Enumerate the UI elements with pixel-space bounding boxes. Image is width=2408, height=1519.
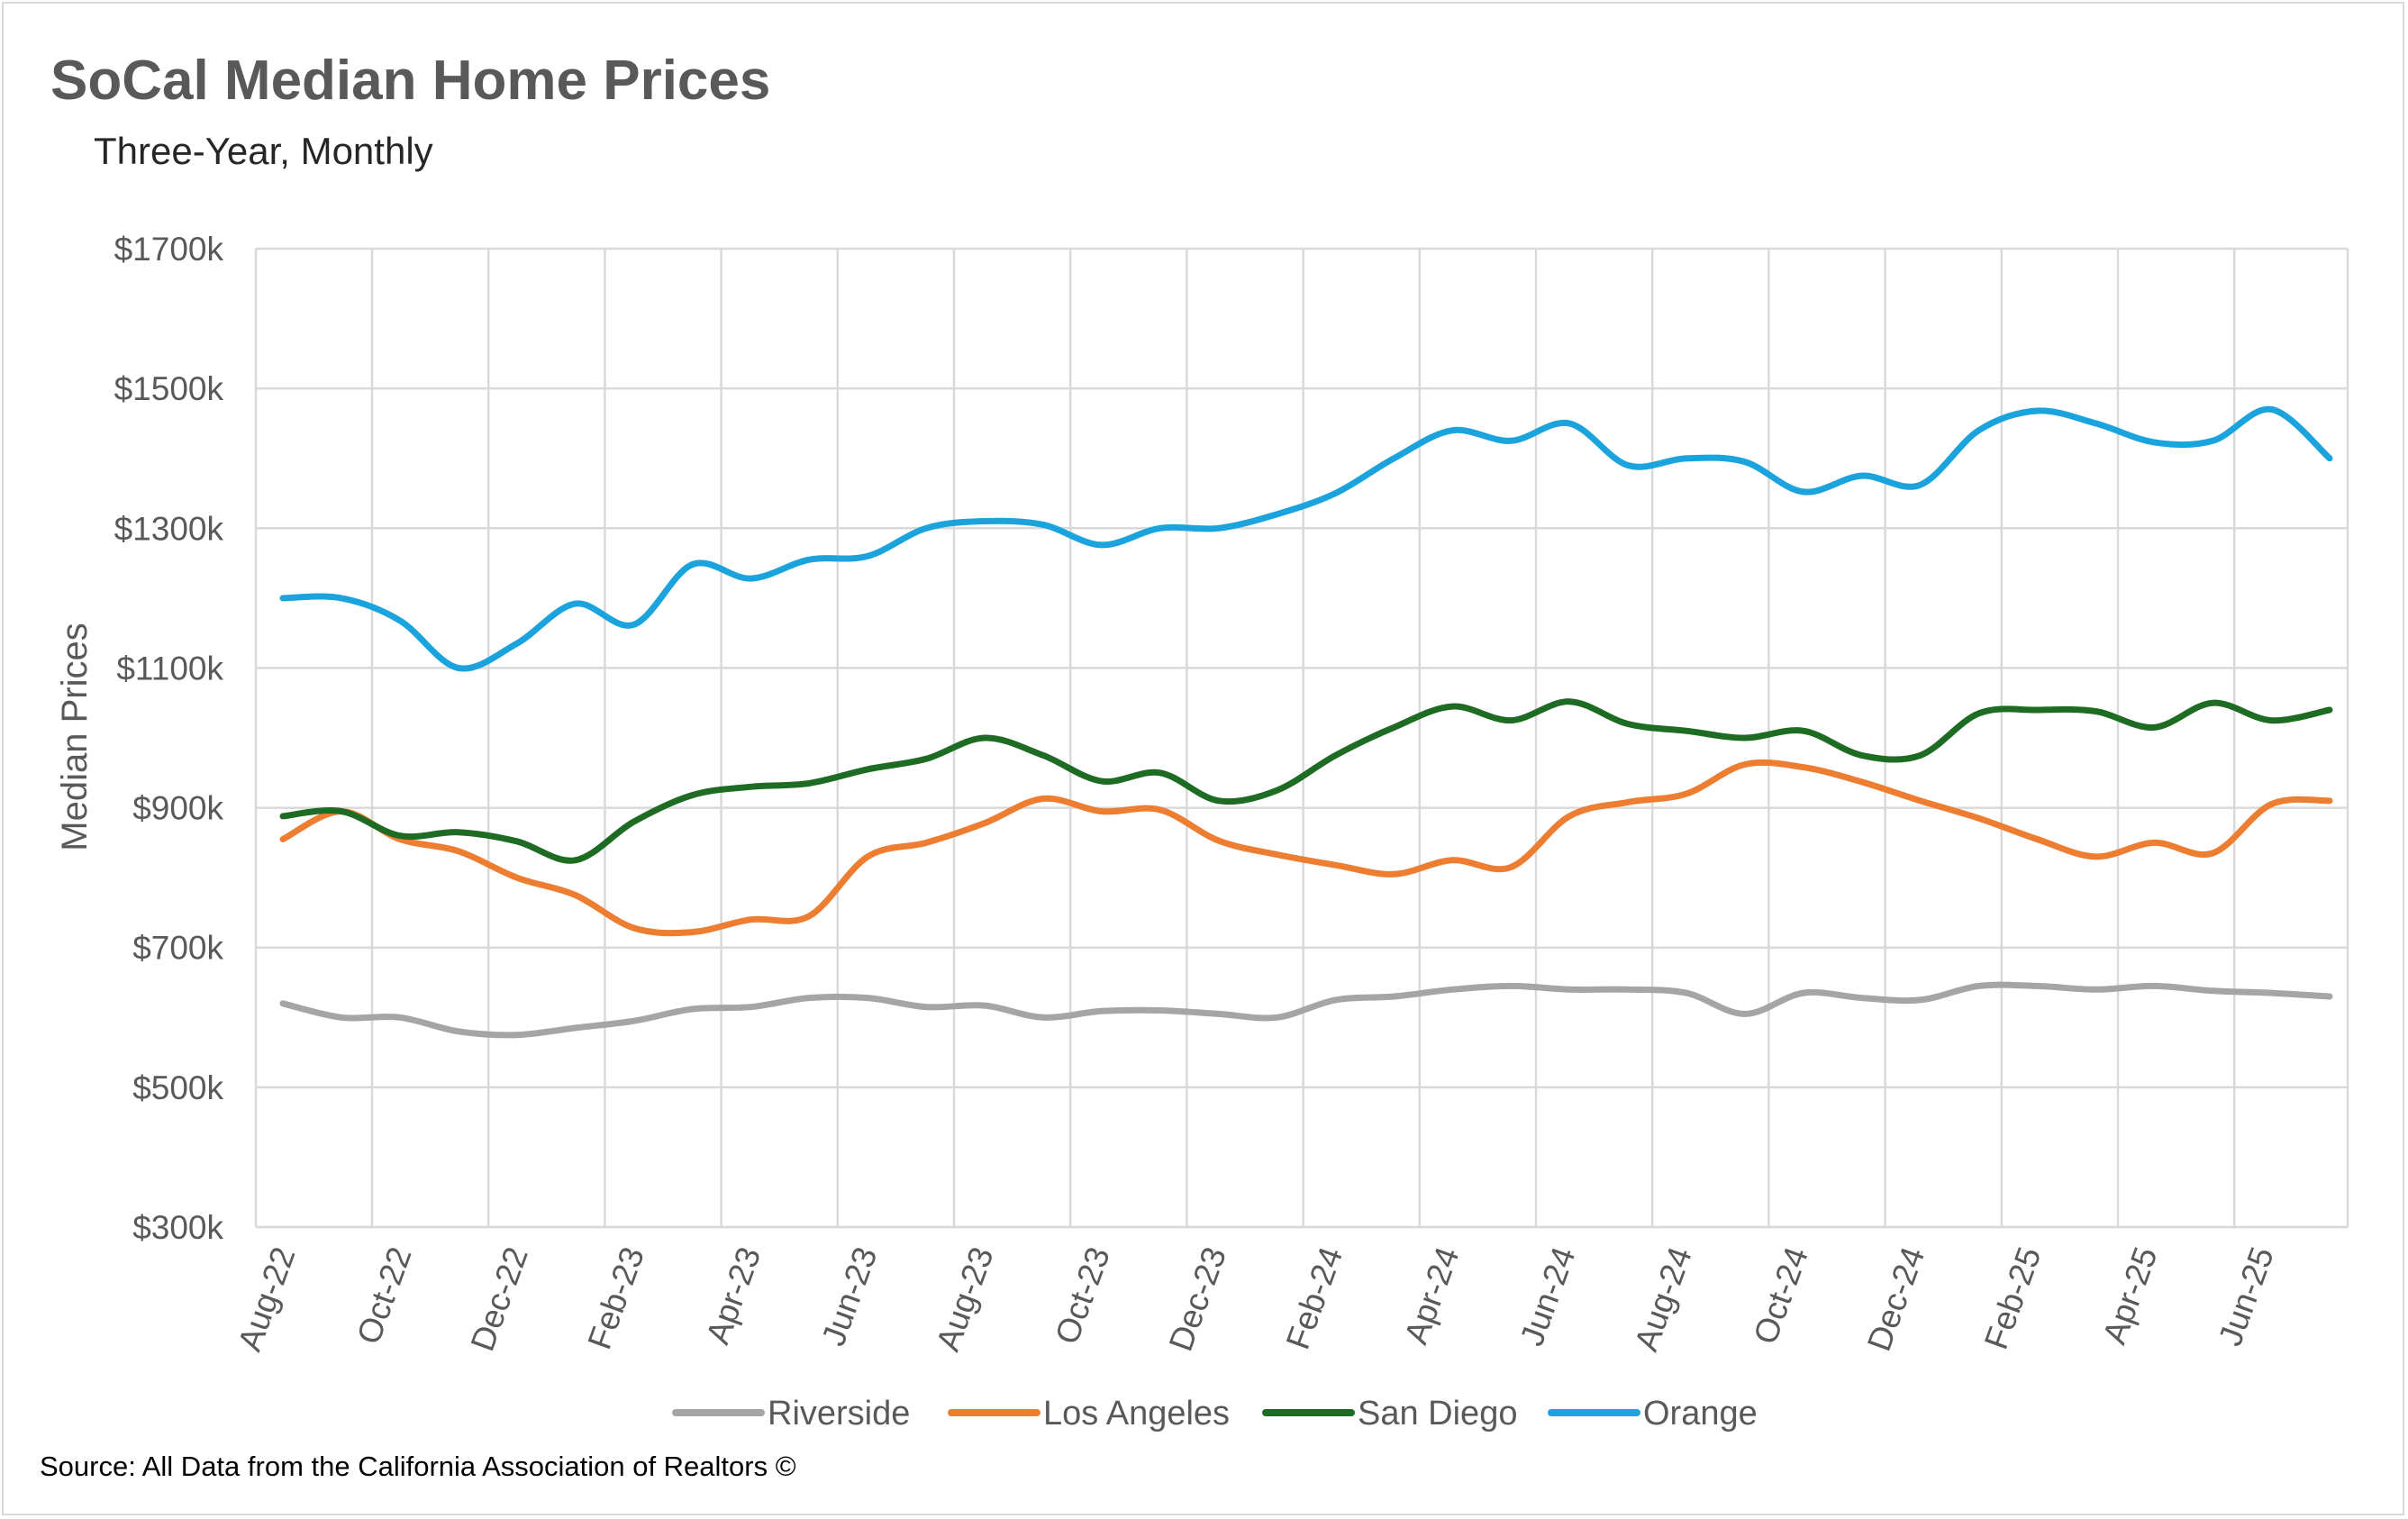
x-tick-label: Feb-23: [580, 1242, 651, 1354]
source-note: Source: All Data from the California Ass…: [40, 1451, 796, 1482]
x-tick-label: Feb-25: [1977, 1242, 2049, 1354]
y-tick-label: $1500k: [114, 370, 224, 407]
y-tick-label: $500k: [132, 1069, 223, 1106]
legend-label-orange: Orange: [1643, 1395, 1758, 1433]
y-tick-label: $300k: [132, 1209, 223, 1246]
x-tick-label: Apr-25: [2095, 1242, 2165, 1349]
chart-subtitle: Three-Year, Monthly: [94, 130, 433, 172]
y-tick-label: $1700k: [114, 231, 224, 268]
y-axis-label: Median Prices: [55, 623, 95, 850]
x-tick-label: Apr-23: [699, 1242, 768, 1349]
x-tick-label: Apr-24: [1397, 1242, 1467, 1349]
legend-label-san-diego: San Diego: [1358, 1395, 1517, 1433]
legend-label-riverside: Riverside: [768, 1395, 910, 1433]
x-tick-label: Dec-24: [1860, 1242, 1931, 1356]
x-tick-label: Oct-24: [1747, 1242, 1816, 1349]
legend: Riverside Los Angeles San Diego Orange: [672, 1395, 1758, 1433]
series-line-san-diego: [279, 698, 2333, 864]
gridlines: [254, 247, 2349, 1229]
x-tick-label: Jun-23: [814, 1242, 884, 1351]
x-tick-label: Jun-24: [1513, 1242, 1582, 1351]
x-tick-label: Feb-24: [1279, 1242, 1350, 1354]
x-tick-label: Oct-22: [350, 1242, 419, 1349]
series-line-riverside: [279, 981, 2333, 1039]
chart-title: SoCal Median Home Prices: [50, 50, 771, 112]
y-tick-label: $700k: [132, 930, 223, 967]
x-tick-label: Aug-24: [1628, 1242, 1699, 1356]
series-line-los-angeles: [279, 759, 2333, 937]
series-lines: [279, 405, 2333, 1039]
y-tick-label: $1100k: [116, 650, 223, 687]
legend-label-los-angeles: Los Angeles: [1043, 1395, 1230, 1433]
x-axis: Aug-22 Oct-22 Dec-22 Feb-23 Apr-23 Jun-23 Aug-…: [231, 1225, 2348, 1356]
y-tick-label: $900k: [132, 790, 223, 827]
x-tick-label: Jun-25: [2212, 1242, 2281, 1351]
x-tick-label: Dec-23: [1162, 1242, 1233, 1356]
x-tick-label: Aug-22: [231, 1242, 302, 1356]
series-line-orange: [279, 405, 2333, 672]
y-axis: $300k $500k $700k $900k $1100k $1300k $1500k $1…: [114, 231, 224, 1246]
x-tick-label: Oct-23: [1048, 1242, 1117, 1349]
x-tick-label: Aug-23: [929, 1242, 1000, 1356]
y-tick-label: $1300k: [114, 510, 224, 547]
x-tick-label: Dec-22: [464, 1242, 535, 1356]
